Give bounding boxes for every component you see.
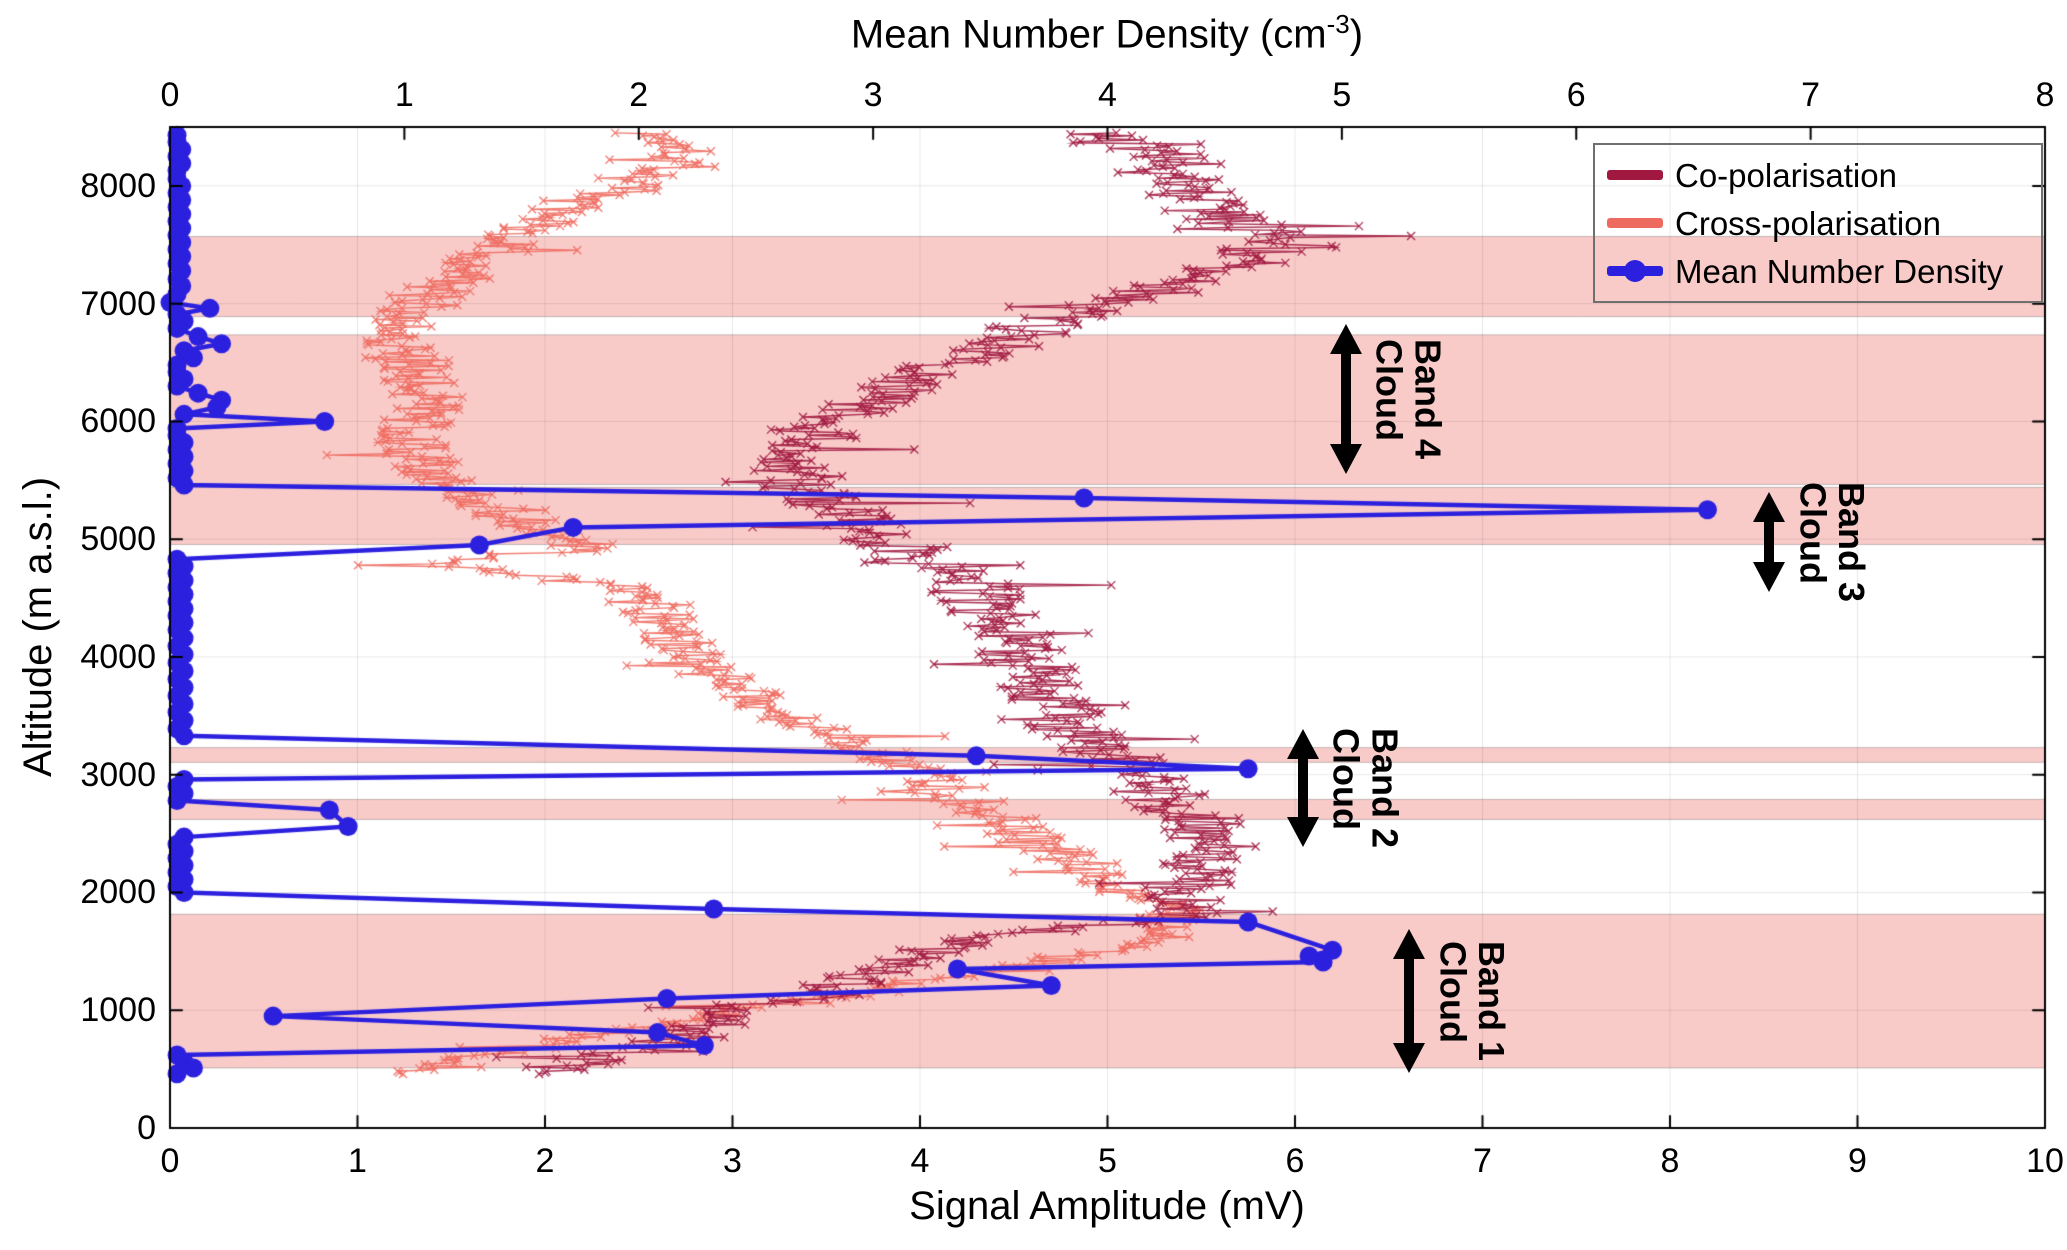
top-axis-tick-7: 7 bbox=[1801, 76, 1821, 114]
top-axis-tick-4: 4 bbox=[1098, 76, 1117, 114]
top-axis-tick-2: 2 bbox=[629, 76, 649, 114]
bottom-axis-tick-3: 3 bbox=[723, 1142, 742, 1180]
left-axis-tick-0: 0 bbox=[137, 1109, 156, 1147]
top-axis-tick-8: 8 bbox=[2035, 76, 2055, 114]
annotation-cloud-band-3: Cloud Band 3 bbox=[1751, 482, 1872, 602]
top-axis-tick-5: 5 bbox=[1332, 76, 1352, 114]
bottom-axis-tick-5: 5 bbox=[1098, 1142, 1117, 1180]
bottom-axis-tick-0: 0 bbox=[160, 1142, 180, 1180]
left-axis-label: Altitude (m a.s.l.) bbox=[16, 476, 60, 778]
annotation-label-cloud-band-3: Cloud Band 3 bbox=[1792, 482, 1873, 603]
left-axis-tick-3000: 3000 bbox=[80, 755, 156, 794]
top-axis-label: Mean Number Density (cm-3) bbox=[850, 9, 1364, 57]
top-axis-tick-1: 1 bbox=[394, 76, 414, 114]
top-axis-label-sup: -3 bbox=[1326, 9, 1350, 39]
legend-item-cross-polarisation: Cross-polarisation bbox=[1607, 199, 2029, 247]
legend-item-mean-number-density: Mean Number Density bbox=[1607, 247, 2029, 295]
top-axis-tick-0: 0 bbox=[160, 76, 180, 114]
mean-number-density-swatch-icon bbox=[1607, 260, 1663, 282]
annotation-label-cloud-band-1: Cloud Band 1 bbox=[1432, 940, 1513, 1061]
bottom-axis-label: Signal Amplitude (mV) bbox=[909, 1184, 1305, 1228]
bottom-axis-tick-2: 2 bbox=[535, 1142, 555, 1180]
left-axis-tick-2000: 2000 bbox=[80, 873, 156, 912]
left-axis-tick-6000: 6000 bbox=[80, 402, 156, 441]
double-arrow-icon bbox=[1393, 928, 1426, 1073]
left-axis-tick-8000: 8000 bbox=[80, 166, 156, 205]
top-axis-tick-6: 6 bbox=[1566, 76, 1586, 114]
bottom-axis-tick-6: 6 bbox=[1285, 1142, 1305, 1180]
annotation-label-cloud-band-4: Cloud Band 4 bbox=[1368, 338, 1449, 459]
left-axis-tick-1000: 1000 bbox=[80, 991, 156, 1030]
annotation-label-cloud-band-2: Cloud Band 2 bbox=[1325, 727, 1406, 848]
left-axis-tick-4000: 4000 bbox=[80, 637, 156, 676]
co-polarisation-swatch-icon bbox=[1607, 170, 1663, 180]
legend-label-co-polarisation: Co-polarisation bbox=[1675, 156, 1897, 194]
top-axis-label-text: Mean Number Density (cm bbox=[850, 12, 1327, 57]
double-arrow-icon bbox=[1753, 492, 1786, 593]
bottom-axis-tick-7: 7 bbox=[1473, 1142, 1492, 1180]
legend-label-cross-polarisation: Cross-polarisation bbox=[1675, 204, 1941, 242]
top-axis-label-close: ) bbox=[1349, 12, 1364, 57]
legend-label-mean-number-density: Mean Number Density bbox=[1675, 252, 2004, 290]
legend: Co-polarisation Cross-polarisation Mean Nu… bbox=[1593, 143, 2043, 303]
top-axis-tick-3: 3 bbox=[863, 76, 883, 114]
cross-polarisation-swatch-icon bbox=[1607, 218, 1663, 228]
left-axis-tick-7000: 7000 bbox=[80, 284, 156, 323]
annotation-cloud-band-2: Cloud Band 2 bbox=[1285, 727, 1406, 848]
bottom-axis-tick-8: 8 bbox=[1660, 1142, 1680, 1180]
bottom-axis-tick-9: 9 bbox=[1848, 1142, 1867, 1180]
double-arrow-icon bbox=[1286, 728, 1319, 847]
left-axis-tick-5000: 5000 bbox=[80, 520, 156, 559]
bottom-axis-tick-1: 1 bbox=[348, 1142, 367, 1180]
annotation-cloud-band-1: Cloud Band 1 bbox=[1391, 928, 1513, 1073]
bottom-axis-tick-4: 4 bbox=[910, 1142, 930, 1180]
bottom-axis-tick-10: 10 bbox=[2026, 1142, 2064, 1180]
annotation-cloud-band-4: Cloud Band 4 bbox=[1328, 323, 1449, 474]
double-arrow-icon bbox=[1329, 323, 1362, 474]
mean-number-density-marker-icon bbox=[1624, 260, 1646, 282]
legend-item-co-polarisation: Co-polarisation bbox=[1607, 151, 2029, 199]
